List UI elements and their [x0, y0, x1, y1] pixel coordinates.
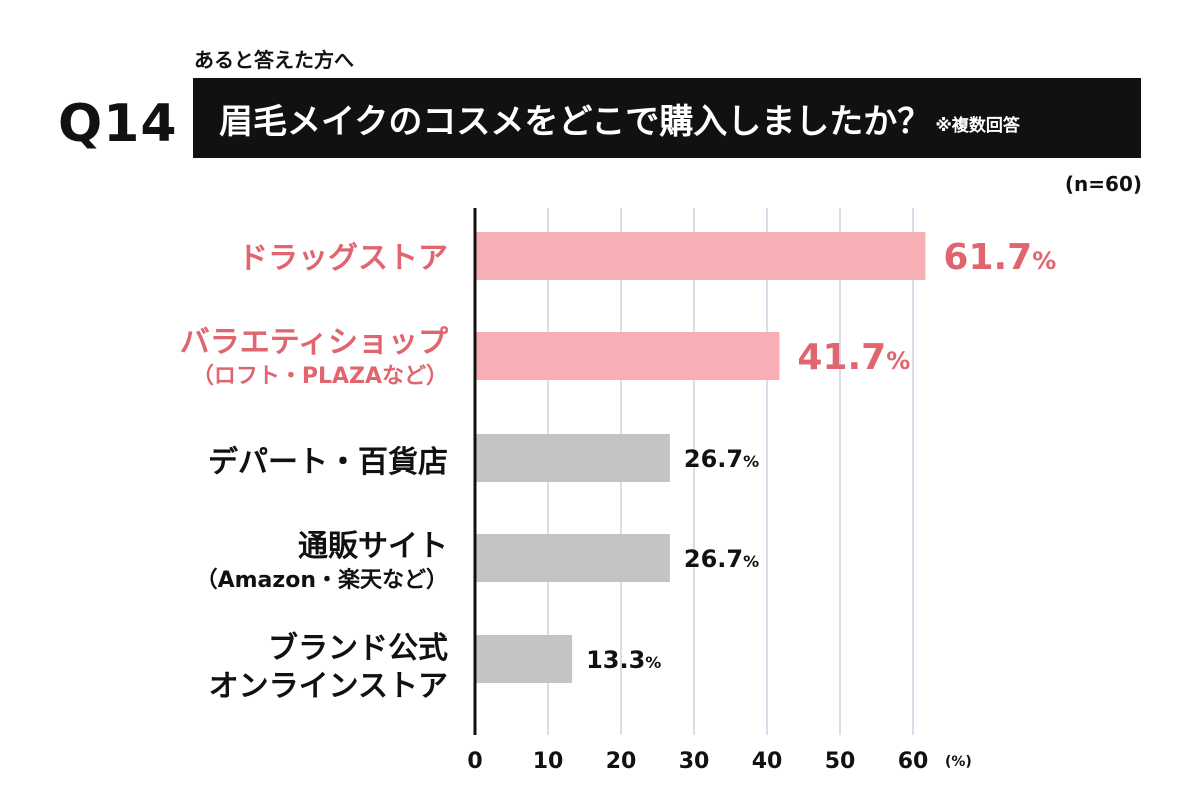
- category-label-main: バラエティショップ: [179, 325, 448, 360]
- bar: [475, 534, 670, 582]
- chart-title: 眉毛メイクのコスメをどこで購入しましたか？: [219, 101, 932, 142]
- category-label: ブランド公式 オンラインストア: [209, 630, 448, 706]
- bar: [475, 332, 780, 380]
- category-label-main: 通販サイト: [298, 529, 448, 564]
- title-banner: 眉毛メイクのコスメをどこで購入しましたか？ ※複数回答: [193, 78, 1141, 158]
- category-label: ドラッグストア: [238, 240, 448, 278]
- multiple-answer-note: ※複数回答: [935, 115, 1020, 136]
- category-label-main: オンラインストア: [208, 669, 448, 704]
- category-label-main: ブランド公式: [268, 631, 448, 666]
- value-label: 26.7%: [684, 545, 759, 573]
- value-label: 26.7%: [684, 445, 759, 473]
- bar: [475, 635, 573, 683]
- bar: [475, 232, 926, 280]
- x-tick-label: 10: [533, 749, 564, 774]
- category-label-sub: （ロフト・PLAZAなど）: [191, 364, 448, 389]
- category-label: 通販サイト （Amazon・楽天など）: [196, 528, 448, 596]
- bar: [475, 434, 670, 482]
- x-axis-unit: (%): [945, 754, 972, 770]
- x-tick-label: 40: [752, 749, 783, 774]
- x-tick-label: 30: [679, 749, 710, 774]
- x-tick-label: 60: [898, 749, 929, 774]
- subtitle: あると答えた方へ: [194, 48, 354, 72]
- value-label: 13.3%: [586, 646, 661, 674]
- value-label: 61.7%: [943, 237, 1056, 278]
- sample-size: (n=60): [1064, 172, 1142, 196]
- category-label: バラエティショップ （ロフト・PLAZAなど）: [180, 324, 448, 392]
- value-label: 41.7%: [797, 337, 910, 378]
- category-label-sub: （Amazon・楽天など）: [195, 568, 448, 593]
- category-label-main: デパート・百貨店: [208, 445, 448, 480]
- x-tick-label: 20: [606, 749, 637, 774]
- category-label: デパート・百貨店: [208, 444, 448, 482]
- x-tick-label: 50: [825, 749, 856, 774]
- x-tick-label: 0: [467, 749, 482, 774]
- question-number: Q14: [58, 94, 178, 154]
- category-label-main: ドラッグストア: [238, 241, 448, 276]
